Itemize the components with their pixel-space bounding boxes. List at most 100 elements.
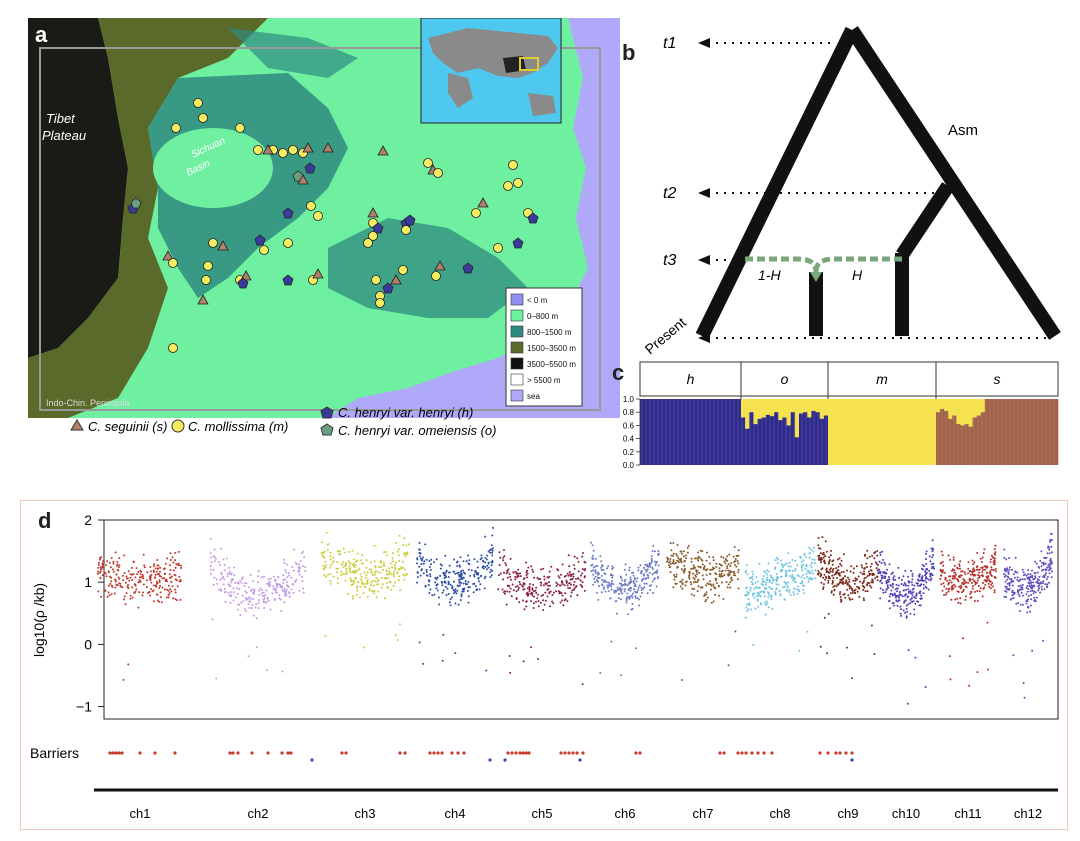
recombination-point bbox=[949, 678, 952, 681]
recombination-point bbox=[1045, 572, 1047, 575]
recombination-point bbox=[851, 588, 854, 591]
recombination-point bbox=[690, 583, 693, 586]
recombination-point bbox=[652, 545, 655, 547]
recombination-point bbox=[107, 591, 110, 594]
recombination-point bbox=[688, 577, 691, 580]
barrier-red bbox=[718, 751, 722, 755]
recombination-point bbox=[1026, 577, 1029, 579]
mollissima-site bbox=[493, 243, 503, 253]
recombination-point bbox=[476, 560, 479, 563]
recombination-point bbox=[389, 581, 392, 583]
recombination-point bbox=[158, 573, 160, 575]
recombination-point bbox=[1036, 571, 1039, 574]
chromosome-label-ch6: ch6 bbox=[615, 806, 636, 821]
recombination-point bbox=[681, 587, 684, 590]
structure-bar-s-yellow bbox=[944, 399, 949, 411]
recombination-point bbox=[503, 549, 505, 551]
recombination-point bbox=[332, 556, 335, 559]
recombination-point bbox=[985, 571, 988, 574]
recombination-point bbox=[1005, 570, 1007, 573]
recombination-point bbox=[674, 562, 677, 565]
recombination-point bbox=[961, 591, 964, 594]
recombination-point bbox=[909, 592, 912, 595]
recombination-point bbox=[363, 571, 366, 574]
recombination-point bbox=[837, 565, 840, 568]
recombination-point bbox=[784, 569, 787, 572]
recombination-point bbox=[564, 592, 567, 595]
recombination-point bbox=[726, 559, 729, 562]
recombination-point bbox=[907, 580, 910, 583]
recombination-point bbox=[977, 585, 980, 587]
recombination-point bbox=[110, 557, 113, 559]
recombination-point bbox=[180, 564, 182, 567]
mollissima-site bbox=[208, 238, 218, 248]
recombination-point bbox=[718, 567, 721, 570]
recombination-point bbox=[748, 604, 751, 606]
recombination-point bbox=[944, 593, 947, 596]
structure-bar-o-blue bbox=[790, 412, 796, 465]
mollissima-site bbox=[283, 238, 293, 248]
recombination-point bbox=[645, 570, 648, 573]
recombination-point bbox=[983, 579, 986, 582]
recombination-point bbox=[467, 595, 470, 598]
structure-bar-o-blue bbox=[807, 417, 812, 465]
recombination-point bbox=[463, 587, 466, 590]
recombination-point bbox=[329, 566, 332, 569]
recombination-point bbox=[342, 566, 345, 569]
recombination-point bbox=[421, 558, 424, 561]
recombination-point bbox=[126, 577, 129, 580]
henryi-site bbox=[527, 212, 539, 224]
barrier-red bbox=[250, 751, 254, 755]
recombination-point bbox=[492, 526, 494, 529]
recombination-point bbox=[947, 590, 950, 593]
recombination-point bbox=[718, 573, 721, 576]
recombination-point bbox=[693, 588, 696, 590]
recombination-point bbox=[1016, 571, 1019, 574]
recombination-point bbox=[836, 577, 838, 579]
recombination-point bbox=[964, 598, 967, 601]
recombination-point bbox=[335, 567, 338, 570]
recombination-point bbox=[972, 563, 975, 566]
recombination-point bbox=[623, 584, 625, 586]
recombination-point bbox=[285, 581, 288, 584]
recombination-point bbox=[840, 598, 842, 601]
recombination-point bbox=[679, 559, 682, 562]
structure-bar-s-yellow bbox=[964, 399, 969, 425]
recombination-point bbox=[170, 575, 173, 578]
recombination-point bbox=[640, 589, 643, 592]
recombination-point bbox=[746, 591, 748, 594]
henryi-site bbox=[404, 214, 416, 226]
recombination-point bbox=[573, 567, 576, 570]
recombination-point bbox=[159, 591, 162, 594]
recombination-point bbox=[1042, 639, 1044, 642]
recombination-point bbox=[489, 571, 492, 574]
recombination-point bbox=[860, 564, 863, 567]
recombination-point bbox=[669, 562, 672, 565]
recombination-point bbox=[446, 587, 449, 590]
recombination-point bbox=[377, 590, 380, 593]
recombination-point bbox=[274, 591, 277, 594]
recombination-point bbox=[785, 589, 788, 591]
recombination-point bbox=[690, 560, 693, 563]
recombination-point bbox=[1006, 578, 1009, 581]
recombination-point bbox=[817, 544, 820, 547]
recombination-point bbox=[115, 583, 118, 586]
recombination-point bbox=[516, 572, 518, 575]
recombination-point bbox=[989, 570, 992, 573]
recombination-point bbox=[641, 591, 644, 594]
recombination-point bbox=[558, 584, 561, 587]
recombination-point bbox=[907, 591, 910, 594]
recombination-point bbox=[366, 595, 369, 598]
recombination-point bbox=[898, 593, 901, 596]
recombination-point bbox=[1037, 589, 1040, 592]
recombination-point bbox=[476, 588, 479, 591]
recombination-point bbox=[765, 587, 768, 590]
recombination-point bbox=[485, 558, 488, 561]
recombination-point bbox=[483, 587, 486, 590]
recombination-point bbox=[886, 584, 889, 587]
recombination-point bbox=[972, 567, 975, 570]
recombination-point bbox=[868, 555, 871, 558]
recombination-point bbox=[756, 580, 759, 583]
recombination-point bbox=[149, 594, 152, 597]
chromosome-label-ch2: ch2 bbox=[248, 806, 269, 821]
